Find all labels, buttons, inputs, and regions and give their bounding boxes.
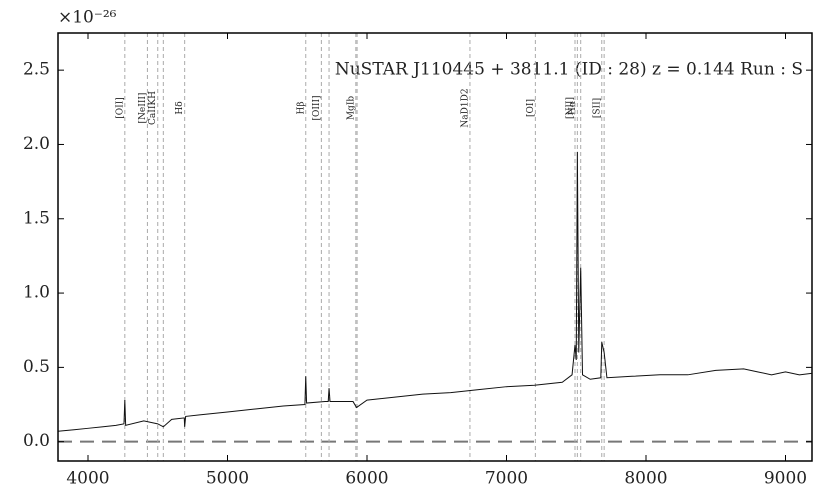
y-tick-label: 0.5 — [23, 357, 50, 377]
x-tick-label: 9000 — [764, 469, 807, 489]
y-tick-label: 1.5 — [23, 208, 50, 228]
line-label: Hδ — [175, 101, 185, 114]
line-label: [SII] — [592, 98, 602, 118]
y-tick-label: 2.5 — [23, 60, 50, 80]
x-tick-label: 6000 — [345, 469, 388, 489]
line-label: MgIb — [346, 96, 356, 121]
x-tick-label: 5000 — [206, 469, 249, 489]
spectrum — [57, 151, 812, 432]
chart-title: NuSTAR J110445 + 3811.1 (ID : 28) z = 0.… — [335, 60, 803, 80]
line-label: [OII] — [115, 97, 125, 119]
y-tick-label: 2.0 — [23, 134, 50, 154]
y-multiplier: ×10⁻²⁶ — [58, 8, 117, 28]
line-label: CaIIKH — [148, 91, 158, 125]
line-label: NaD1D2 — [460, 88, 470, 127]
x-tick-label: 4000 — [66, 469, 109, 489]
x-tick-label: 8000 — [624, 469, 667, 489]
line-label: [NeIII] — [138, 93, 148, 124]
x-tick-label: 7000 — [485, 469, 528, 489]
plot-frame — [57, 32, 813, 462]
y-tick-label: 0.0 — [23, 431, 50, 451]
line-label: [OI] — [526, 99, 536, 117]
line-label: Hα — [568, 101, 578, 115]
y-tick-label: 1.0 — [23, 283, 50, 303]
line-label: [NII] — [565, 97, 575, 119]
line-label: Hβ — [296, 101, 306, 114]
line-label: [OIII] — [312, 95, 322, 120]
